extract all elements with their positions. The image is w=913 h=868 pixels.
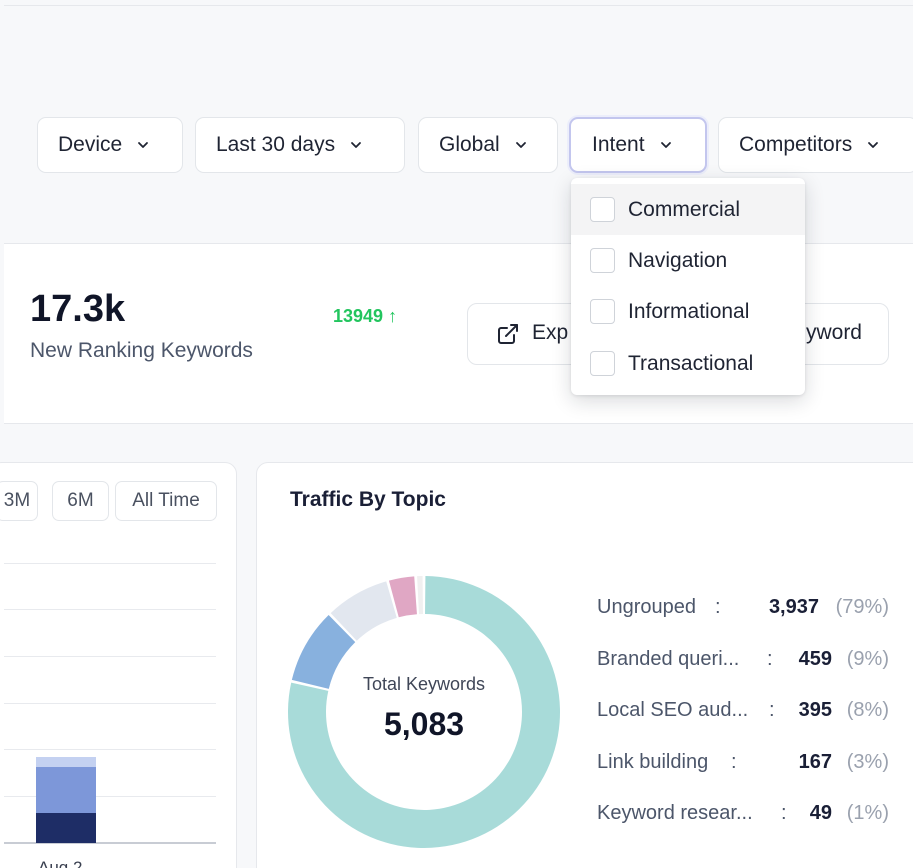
legend-name: Link building: [597, 751, 709, 773]
arrow-up-icon: ↑: [388, 306, 398, 326]
chevron-down-icon: [868, 142, 879, 148]
grid-line: [4, 609, 216, 610]
top-divider: [4, 5, 913, 6]
delta-badge: 13949 ↑: [333, 306, 397, 327]
competitors-filter-button[interactable]: Competitors: [718, 117, 913, 173]
legend-percent: (3%): [846, 751, 889, 773]
export-button-label: Exp: [532, 321, 569, 344]
competitors-filter-label: Competitors: [739, 133, 853, 156]
external-link-icon: [498, 324, 518, 344]
export-button-label-tail: yword: [805, 321, 862, 344]
legend-row: Link building : 167 (3%): [597, 751, 889, 777]
new-keywords-value: 17.3k: [30, 288, 126, 330]
legend-colon: :: [715, 596, 721, 618]
legend-percent: (79%): [835, 596, 889, 618]
legend-value: 459: [798, 648, 832, 670]
legend-colon: :: [767, 648, 773, 670]
location-filter-label: Global: [439, 133, 500, 156]
donut-center-value: 5,083: [383, 706, 465, 742]
legend-name: Keyword resear...: [597, 802, 753, 824]
intent-filter-button[interactable]: Intent: [569, 117, 707, 173]
traffic-by-topic-title: Traffic By Topic: [290, 488, 446, 511]
grid-line: [4, 656, 216, 657]
intent-option-transactional[interactable]: Transactional: [571, 338, 805, 389]
intent-option-label: Transactional: [628, 351, 754, 375]
intent-option-label: Informational: [628, 299, 750, 323]
device-filter-label: Device: [58, 133, 123, 156]
delta-value: 13949: [333, 306, 384, 326]
chevron-down-icon: [138, 142, 149, 148]
date-range-filter-button[interactable]: Last 30 days: [195, 117, 405, 173]
bar-segment-light: [36, 757, 96, 767]
legend-value: 49: [809, 802, 832, 824]
location-filter-button[interactable]: Global: [418, 117, 558, 173]
legend-row: Ungrouped : 3,937 (79%): [597, 596, 889, 622]
range-3m-button[interactable]: 3M: [0, 481, 38, 521]
donut-center-label: Total Keywords: [362, 674, 486, 694]
intent-filter-label: Intent: [592, 133, 645, 156]
intent-option-commercial[interactable]: Commercial: [571, 184, 805, 235]
legend-percent: (1%): [846, 802, 889, 824]
legend-colon: :: [781, 802, 787, 824]
intent-option-label: Commercial: [628, 197, 741, 221]
intent-option-label: Navigation: [628, 248, 728, 272]
date-range-filter-label: Last 30 days: [216, 133, 336, 156]
legend-value: 167: [798, 751, 832, 773]
device-filter-button[interactable]: Device: [37, 117, 183, 173]
checkbox[interactable]: [590, 299, 615, 324]
chevron-down-icon: [660, 142, 671, 148]
new-keywords-label: New Ranking Keywords: [30, 339, 253, 362]
legend-name: Branded queri...: [597, 648, 740, 670]
donut-slice-3[interactable]: [388, 576, 417, 618]
legend-row: Branded queri... : 459 (9%): [597, 648, 889, 674]
range-6m-button[interactable]: 6M: [52, 481, 109, 521]
x-tick-label: Aug 2: [38, 858, 83, 868]
legend-value: 395: [798, 699, 832, 721]
legend-percent: (9%): [846, 648, 889, 670]
intent-option-informational[interactable]: Informational: [571, 286, 805, 337]
donut-slice-2[interactable]: [330, 581, 397, 641]
x-axis: [4, 842, 216, 844]
grid-line: [4, 703, 216, 704]
legend-colon: :: [769, 699, 775, 721]
legend-name: Ungrouped: [597, 596, 696, 618]
checkbox[interactable]: [590, 351, 615, 376]
grid-line: [4, 749, 216, 750]
legend-colon: :: [731, 751, 737, 773]
bar-segment-mid: [36, 767, 96, 813]
grid-line: [4, 796, 216, 797]
legend-row: Local SEO aud... : 395 (8%): [597, 699, 889, 725]
range-all-time-button[interactable]: All Time: [115, 481, 217, 521]
checkbox[interactable]: [590, 248, 615, 273]
grid-line: [4, 563, 216, 564]
checkbox[interactable]: [590, 197, 615, 222]
intent-option-navigation[interactable]: Navigation: [571, 235, 805, 286]
intent-dropdown-menu: Commercial Navigation Informational Tran…: [571, 178, 805, 395]
legend-name: Local SEO aud...: [597, 699, 749, 721]
chevron-down-icon: [351, 142, 361, 148]
legend-percent: (8%): [846, 699, 889, 721]
donut-slice-4[interactable]: [417, 576, 423, 615]
chevron-down-icon: [515, 142, 526, 148]
bar-segment-dark: [36, 813, 96, 843]
donut-slice-1[interactable]: [291, 615, 356, 689]
legend-value: 3,937: [768, 596, 819, 618]
legend-row: Keyword resear... : 49 (1%): [597, 802, 889, 828]
traffic-donut-chart: [288, 576, 560, 848]
